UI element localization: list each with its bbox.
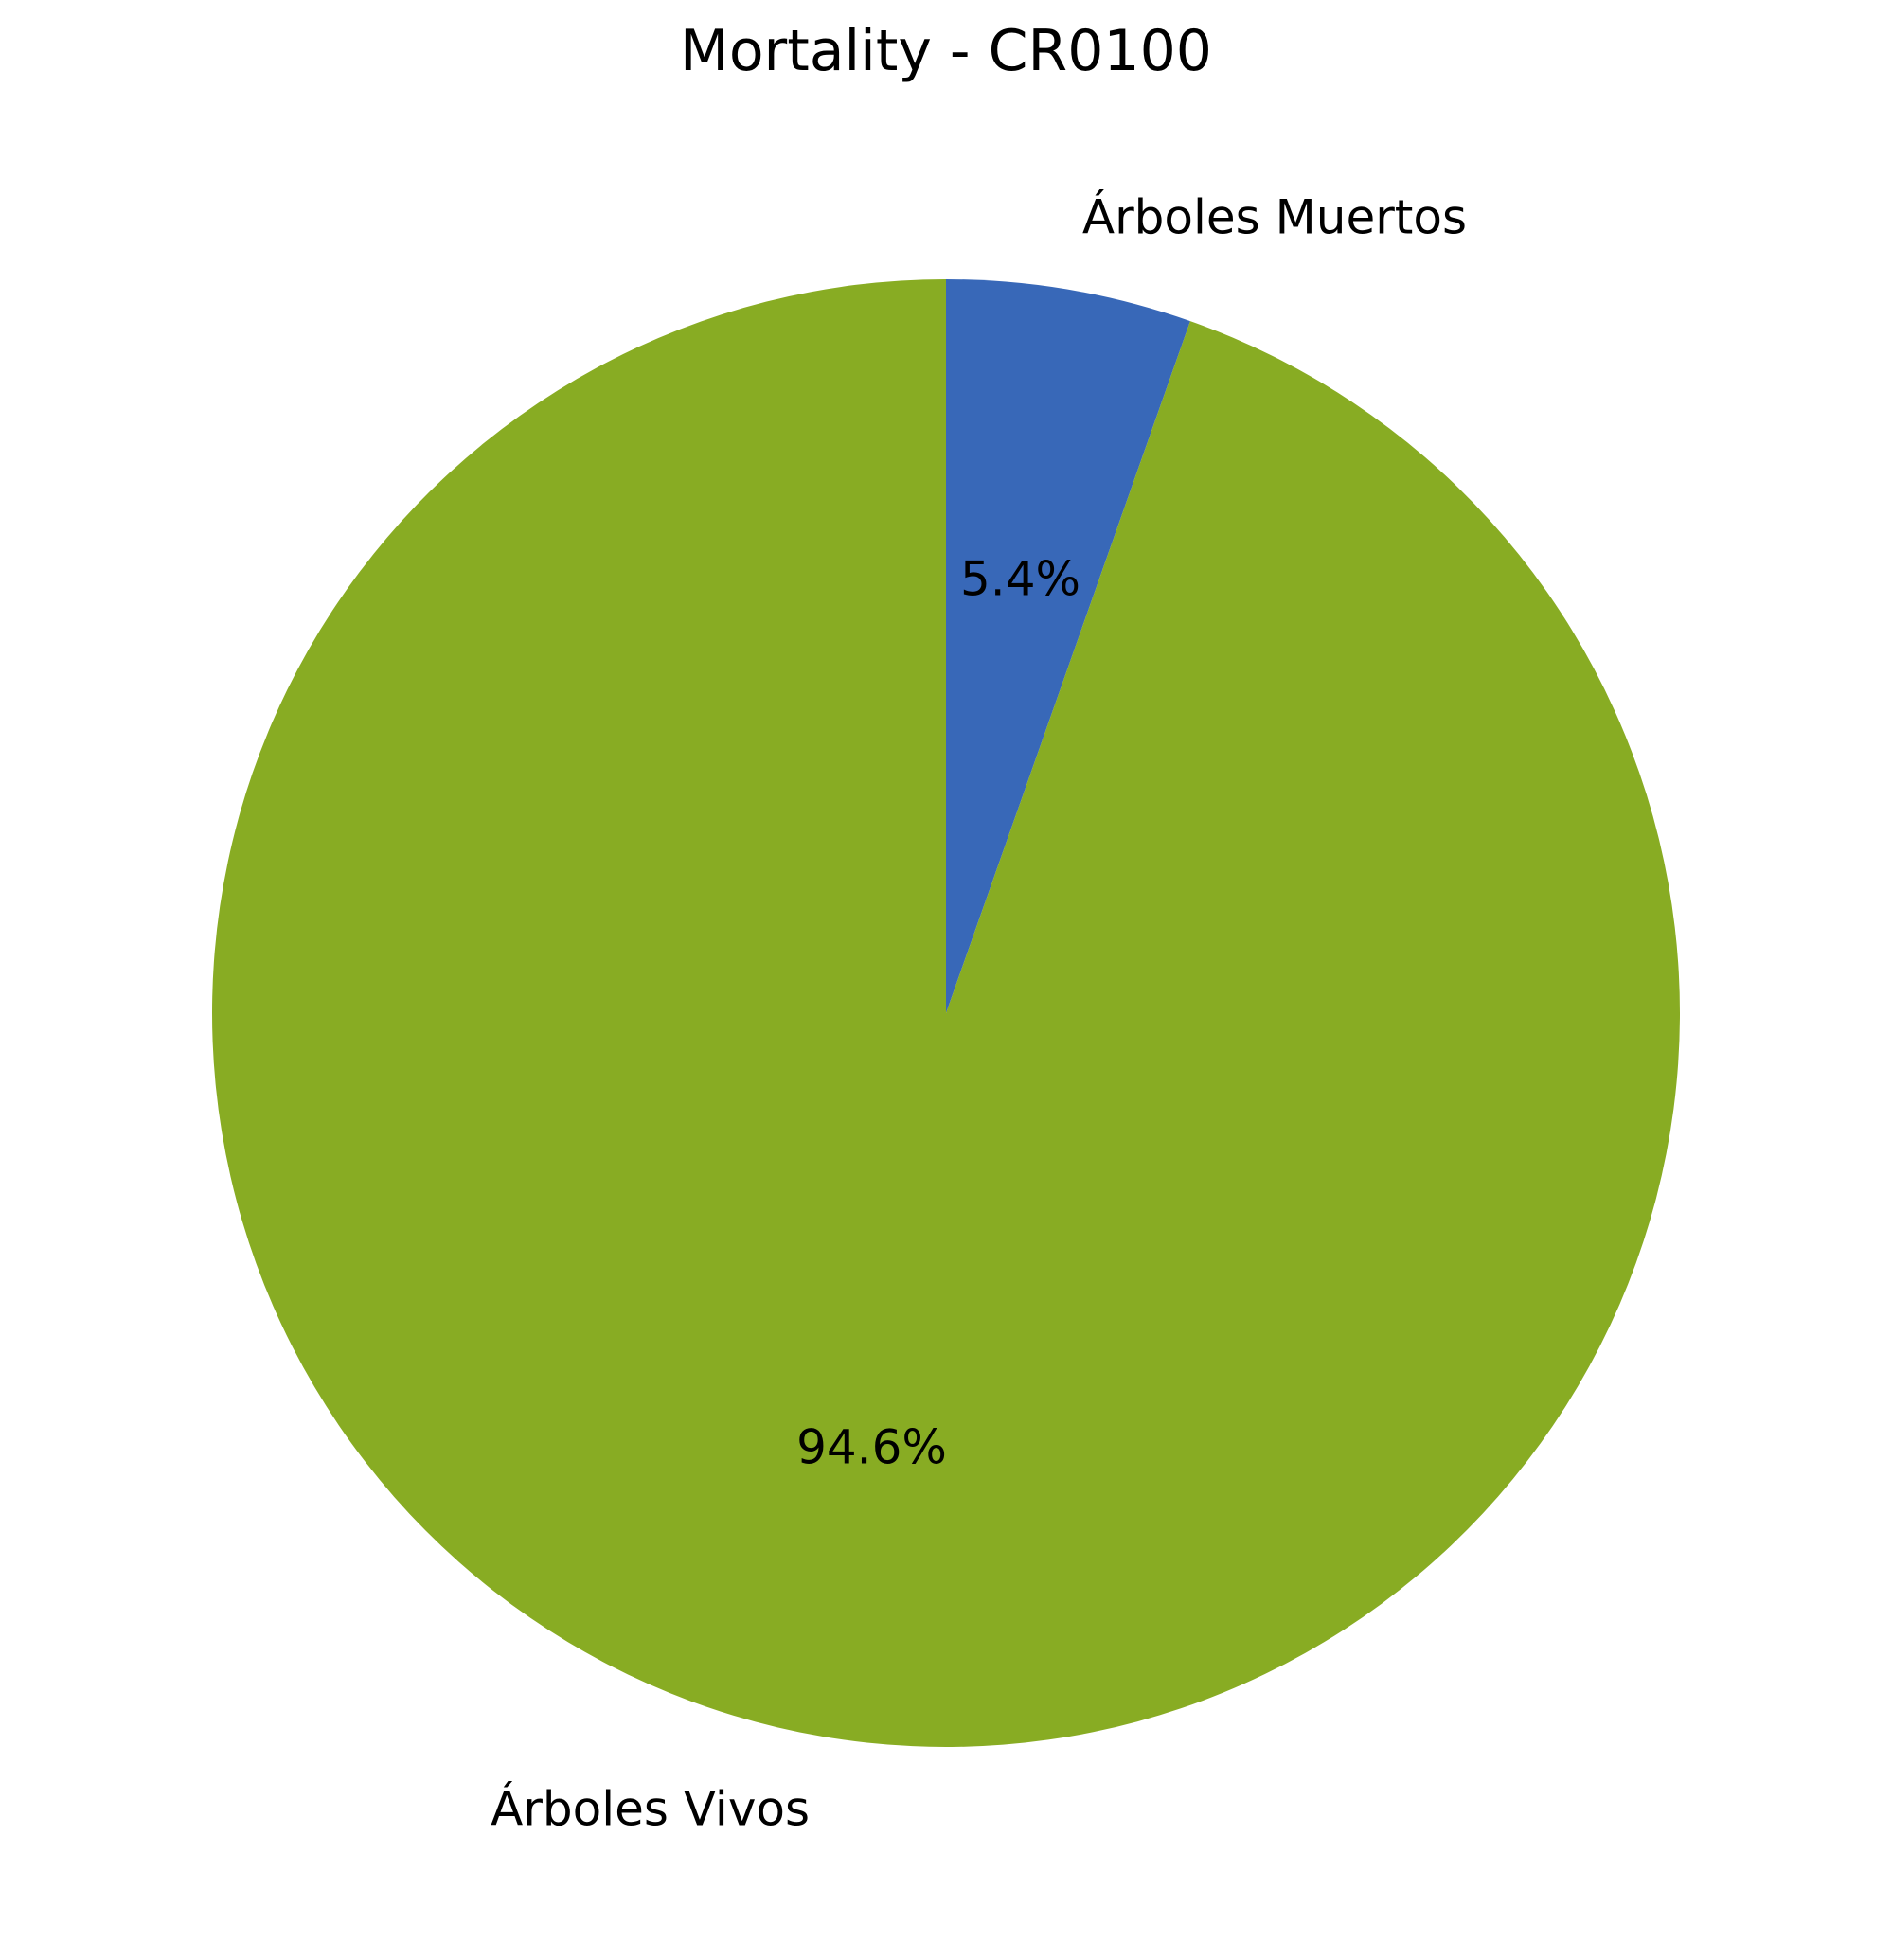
slice-name-label: Árboles Muertos [1082,189,1467,245]
pie-slice [212,279,1680,1747]
chart-title: Mortality - CR0100 [680,18,1212,84]
pie-slice [946,279,1190,1013]
slice-name-label: Árboles Vivos [491,1780,810,1836]
slice-percent-label: 94.6% [796,1419,947,1474]
pie-labels: 5.4% Árboles Muertos 94.6% Árboles Vivos [491,189,1467,1837]
pie-slices [212,279,1680,1747]
slice-percent-label: 5.4% [960,552,1080,607]
